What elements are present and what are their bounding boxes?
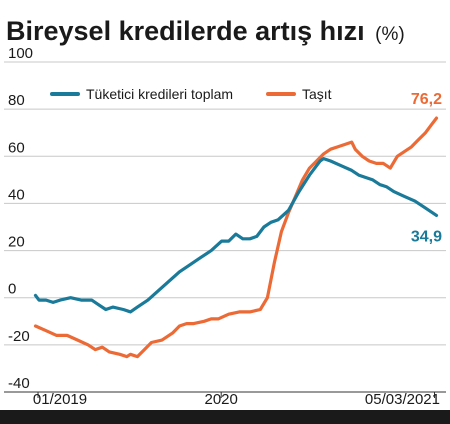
end-value-label: 34,9	[411, 228, 442, 245]
chart-title: Bireysel kredilerde artış hızı (%)	[6, 16, 405, 46]
y-tick-label: 40	[8, 186, 25, 203]
chart-title-unit: (%)	[375, 24, 405, 45]
grid-layer	[0, 61, 450, 424]
y-tick-label: 20	[8, 234, 25, 251]
x-tick-label: 2020	[205, 391, 238, 408]
y-tick-label: 0	[8, 281, 16, 298]
end-value-label: 76,2	[411, 91, 442, 108]
x-tick-label: 01/2019	[33, 391, 87, 408]
series-line	[33, 157, 439, 314]
y-axis-ticks: 100 80 60 40 20 0 -20 -40	[8, 45, 33, 392]
y-tick-label: -40	[8, 375, 30, 392]
legend: Tüketici kredileri toplam Taşıt	[50, 86, 332, 102]
series-line	[33, 116, 439, 359]
x-axis-ticks: 01/2019 2020 05/03/2021	[33, 391, 440, 408]
legend-label: Tüketici kredileri toplam	[86, 86, 233, 102]
end-labels: 34,9 76,2	[411, 91, 442, 245]
y-tick-label: 100	[8, 45, 33, 62]
y-tick-label: -20	[8, 328, 30, 345]
chart-title-text: Bireysel kredilerde artış hızı	[6, 16, 365, 46]
series-layer	[33, 116, 439, 359]
y-tick-label: 60	[8, 139, 25, 156]
bottom-rule	[0, 410, 450, 424]
y-tick-label: 80	[8, 92, 25, 109]
x-tick-label: 05/03/2021	[365, 391, 440, 408]
legend-label: Taşıt	[302, 86, 332, 102]
